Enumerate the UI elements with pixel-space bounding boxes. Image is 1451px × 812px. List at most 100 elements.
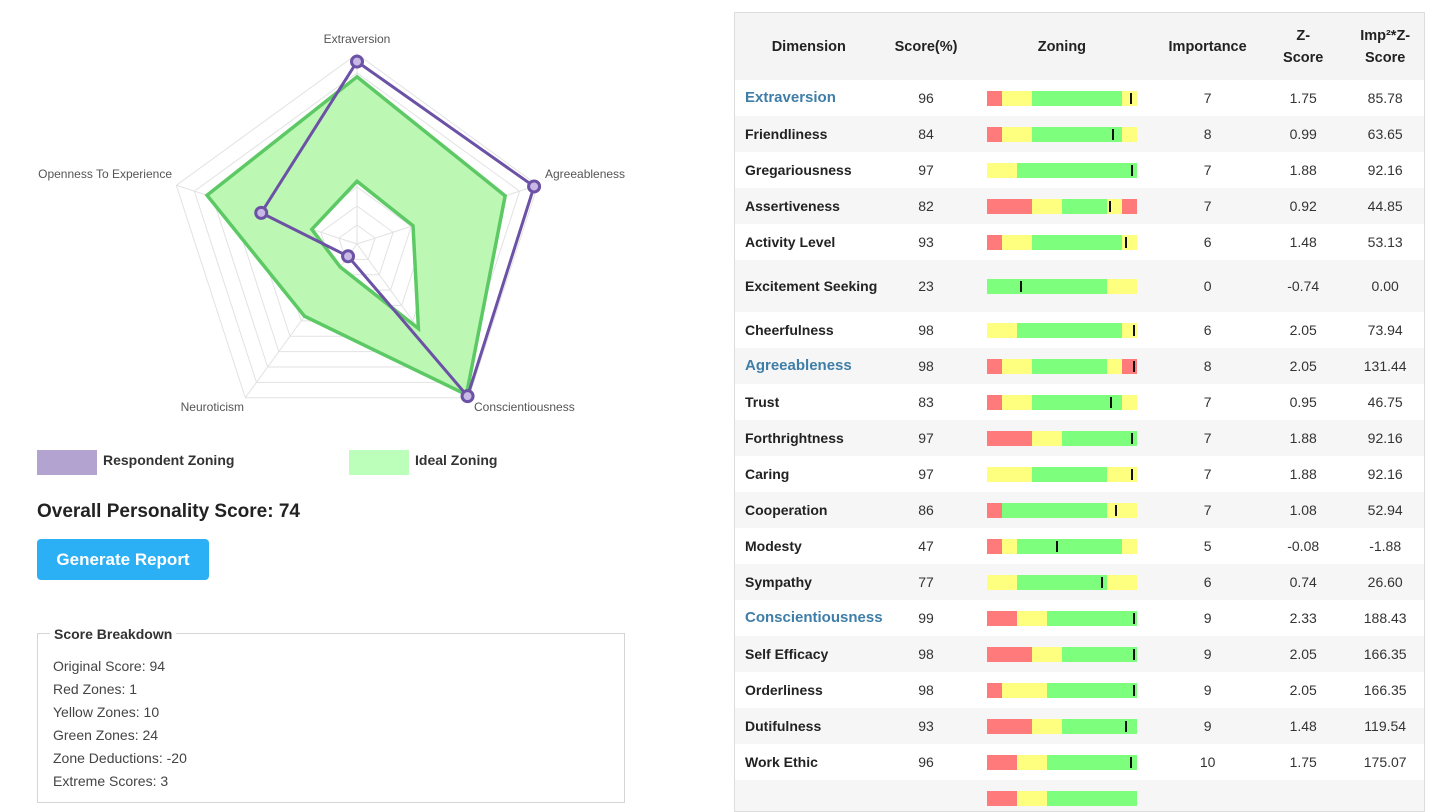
zoning-bar	[986, 790, 1137, 806]
respondent-point	[350, 54, 364, 69]
radar-chart: Extraversion Agreeableness Conscientiousne…	[38, 32, 625, 414]
table-row: Agreeableness 98 8 2.05 131.44	[735, 348, 1424, 384]
zoning-cell	[970, 152, 1155, 188]
table-row: Cheerfulness 98 6 2.05 73.94	[735, 312, 1424, 348]
dimension-table-container[interactable]: Dimension Score(%) Zoning Importance Z-S…	[734, 12, 1425, 812]
zone-segment	[1001, 394, 1032, 410]
zone-segment	[1001, 126, 1032, 142]
zoning-bar	[986, 394, 1137, 410]
importance-cell: 7	[1154, 188, 1262, 224]
radar-axis-label: Neuroticism	[181, 400, 244, 414]
dimension-cell[interactable]: Extraversion	[745, 89, 836, 106]
zone-segment	[1061, 718, 1137, 734]
table-row: Conscientiousness 99 9 2.33 188.43	[735, 600, 1424, 636]
generate-report-button[interactable]: Generate Report	[37, 539, 209, 580]
dimension-cell: Gregariousness	[745, 162, 852, 178]
zone-segment	[1016, 790, 1047, 806]
breakdown-zone-deductions: Zone Deductions: -20	[53, 750, 187, 766]
zone-segment	[986, 790, 1017, 806]
score-cell: 47	[918, 538, 934, 554]
imp-z-score-cell: 26.60	[1345, 564, 1424, 600]
zone-segment	[986, 718, 1032, 734]
zone-segment	[1046, 610, 1137, 626]
legend-respondent-label: Respondent Zoning	[103, 452, 235, 468]
legend-respondent: Respondent Zoning	[37, 450, 234, 475]
score-marker	[1131, 468, 1134, 480]
zone-segment	[986, 430, 1032, 446]
table-row: Work Ethic 96 10 1.75 175.07	[735, 744, 1424, 780]
zone-segment	[1046, 790, 1137, 806]
imp-z-score-cell: 188.43	[1363, 610, 1407, 626]
zoning-bar	[986, 162, 1137, 178]
breakdown-yellow-zones: Yellow Zones: 10	[53, 704, 160, 720]
z-score-cell: 0.74	[1261, 564, 1346, 600]
zoning-cell	[970, 224, 1155, 260]
zoning-cell	[969, 564, 1155, 600]
zoning-cell	[969, 348, 1155, 384]
zone-segment	[1031, 646, 1062, 662]
zone-segment	[1061, 646, 1137, 662]
legend-ideal-swatch	[349, 450, 409, 475]
z-score-cell: 2.33	[1289, 610, 1317, 626]
zone-segment	[1031, 198, 1062, 214]
zone-segment	[1016, 574, 1107, 590]
importance-cell: 7	[1154, 492, 1262, 528]
imp-z-score-cell: 0.00	[1345, 260, 1424, 312]
score-cell: 77	[882, 564, 970, 600]
imp-z-score-cell	[1345, 780, 1424, 811]
radar-axis-label: Agreeableness	[545, 167, 625, 181]
score-cell: 99	[918, 610, 934, 626]
legend-respondent-swatch	[37, 450, 97, 475]
zone-segment	[986, 322, 1017, 338]
z-score-cell: 2.05	[1289, 682, 1317, 698]
importance-cell: 7	[1203, 394, 1212, 410]
legend-ideal-label: Ideal Zoning	[415, 452, 498, 468]
zoning-cell	[969, 188, 1155, 224]
zone-segment	[1031, 430, 1062, 446]
zoning-cell	[970, 80, 1155, 116]
imp-z-score-cell: 44.85	[1345, 188, 1424, 224]
dimension-cell[interactable]: Agreeableness	[735, 348, 883, 384]
imp-z-score-cell: 92.16	[1367, 162, 1403, 178]
zone-segment	[1031, 394, 1122, 410]
zoning-cell	[969, 420, 1155, 456]
zone-segment	[1031, 466, 1107, 482]
z-score-cell: 2.05	[1261, 348, 1346, 384]
importance-cell: 9	[1154, 636, 1262, 672]
header-imp-z-score: Imp²*Z-Score	[1345, 13, 1424, 80]
score-marker	[1132, 612, 1135, 624]
zone-segment	[986, 502, 1002, 518]
score-cell: 23	[882, 260, 970, 312]
score-cell: 84	[882, 116, 970, 152]
zone-segment	[1031, 718, 1062, 734]
z-score-cell: -0.08	[1287, 538, 1320, 554]
score-marker	[1125, 236, 1128, 248]
z-score-cell: 1.48	[1289, 234, 1317, 250]
zone-segment	[986, 610, 1017, 626]
dimension-cell: Dutifulness	[735, 708, 883, 744]
dimension-table: Dimension Score(%) Zoning Importance Z-S…	[735, 13, 1424, 811]
dimension-cell	[735, 780, 883, 811]
imp-z-score-cell: -1.88	[1369, 538, 1402, 554]
zone-segment	[1001, 682, 1047, 698]
zone-segment	[986, 574, 1017, 590]
zone-segment	[1016, 162, 1137, 178]
score-cell	[882, 780, 970, 811]
dimension-cell: Cooperation	[735, 492, 883, 528]
table-row: Forthrightness 97 7 1.88 92.16	[735, 420, 1424, 456]
score-cell: 97	[918, 466, 934, 482]
score-marker	[1131, 164, 1134, 176]
zone-segment	[1001, 502, 1107, 518]
zone-segment	[986, 754, 1017, 770]
importance-cell	[1154, 780, 1262, 811]
importance-cell: 6	[1154, 564, 1262, 600]
table-row: Cooperation 86 7 1.08 52.94	[735, 492, 1424, 528]
zone-segment	[1106, 502, 1137, 518]
table-row: Modesty 47 5 -0.08 -1.88	[735, 528, 1424, 564]
score-marker	[1125, 720, 1128, 732]
respondent-point	[254, 205, 269, 220]
imp-z-score-cell: 46.75	[1367, 394, 1403, 410]
dimension-cell: Forthrightness	[735, 420, 883, 456]
score-marker	[1056, 540, 1059, 552]
dimension-cell[interactable]: Conscientiousness	[745, 609, 883, 626]
